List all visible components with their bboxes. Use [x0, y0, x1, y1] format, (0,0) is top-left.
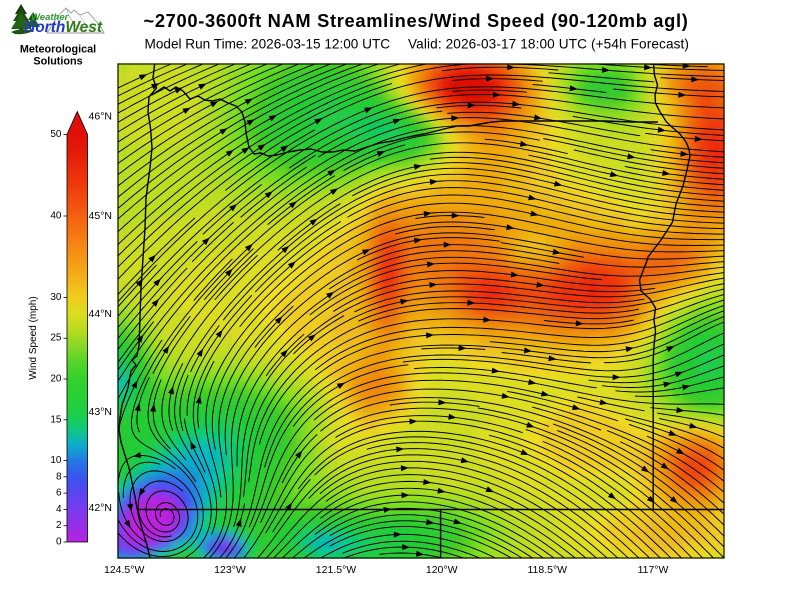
svg-text:124.5°W: 124.5°W: [104, 564, 144, 576]
svg-text:20: 20: [50, 374, 62, 385]
svg-text:50: 50: [50, 129, 62, 140]
svg-text:45°N: 45°N: [89, 210, 112, 222]
svg-text:46°N: 46°N: [89, 111, 112, 123]
svg-text:118.5°W: 118.5°W: [527, 564, 567, 576]
svg-text:117°W: 117°W: [638, 564, 669, 576]
svg-text:8: 8: [56, 471, 62, 482]
svg-text:NorthWest: NorthWest: [24, 19, 103, 36]
svg-text:4: 4: [56, 504, 62, 515]
svg-text:120°W: 120°W: [426, 564, 458, 576]
svg-text:121.5°W: 121.5°W: [316, 564, 356, 576]
svg-text:43°N: 43°N: [89, 406, 112, 418]
svg-text:Weather: Weather: [31, 12, 70, 23]
svg-text:42°N: 42°N: [89, 502, 112, 514]
svg-text:Meteorological: Meteorological: [20, 44, 96, 56]
svg-text:Wind Speed (mph): Wind Speed (mph): [28, 296, 39, 379]
svg-text:Solutions: Solutions: [33, 56, 82, 68]
svg-text:Model Run Time: 2026-03-15 12:: Model Run Time: 2026-03-15 12:00 UTC: [145, 37, 391, 52]
svg-text:40: 40: [50, 211, 62, 222]
svg-text:25: 25: [50, 333, 62, 344]
svg-text:~2700-3600ft NAM Streamlines/W: ~2700-3600ft NAM Streamlines/Wind Speed …: [143, 10, 688, 31]
svg-text:6: 6: [56, 488, 62, 499]
svg-text:15: 15: [50, 414, 62, 425]
svg-text:Valid: 2026-03-17 18:00 UTC (: Valid: 2026-03-17 18:00 UTC (+54h Foreca…: [408, 37, 689, 52]
svg-text:0: 0: [56, 537, 62, 548]
svg-text:44°N: 44°N: [89, 308, 112, 320]
svg-text:2: 2: [56, 520, 62, 531]
svg-text:30: 30: [50, 292, 62, 303]
svg-text:123°W: 123°W: [214, 564, 246, 576]
svg-text:10: 10: [50, 455, 62, 466]
